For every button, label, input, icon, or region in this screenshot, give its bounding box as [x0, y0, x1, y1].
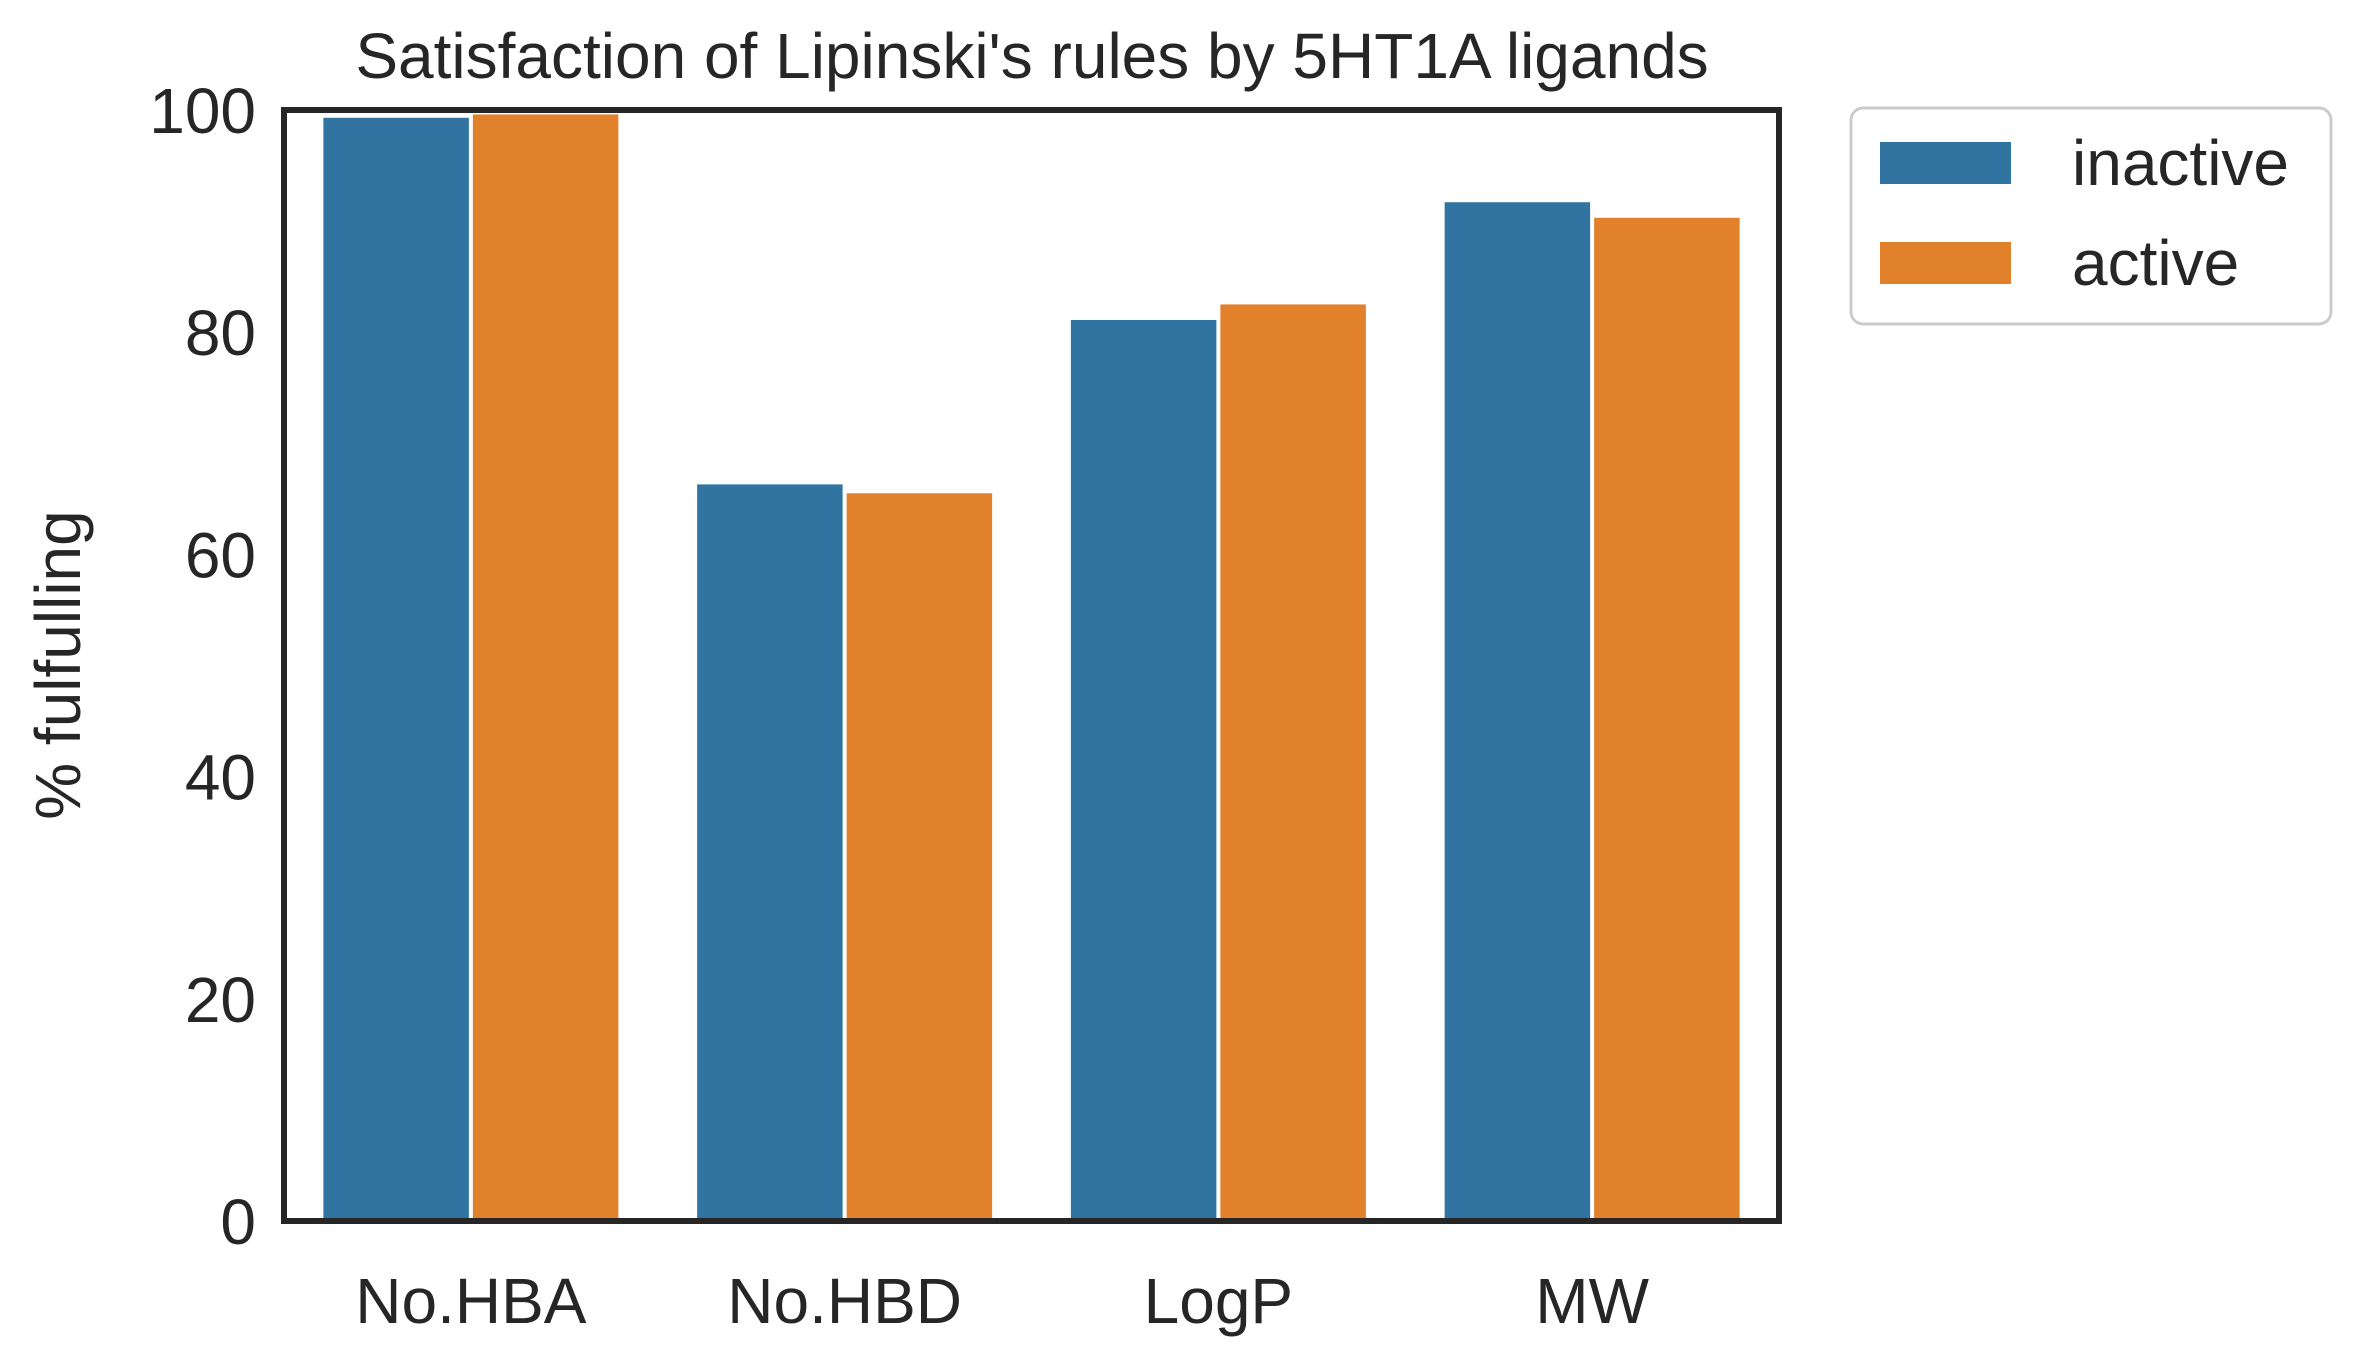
bar-inactive-logp	[1070, 319, 1217, 1221]
bar-inactive-no-hbd	[697, 484, 843, 1222]
ticks-layer: 0 20 40 60 80 100 No.HBA No.HBD LogP MW	[149, 75, 1649, 1337]
x-tick-label: No.HBA	[355, 1265, 587, 1337]
legend-label-inactive: inactive	[2072, 127, 2289, 199]
legend-swatch-inactive	[1880, 142, 2011, 184]
x-tick-label: MW	[1535, 1265, 1649, 1337]
x-tick-label: LogP	[1144, 1265, 1293, 1337]
legend-swatch-active	[1880, 242, 2011, 284]
y-tick-label: 40	[185, 742, 256, 814]
bar-inactive-mw	[1444, 202, 1591, 1221]
y-tick-label: 0	[220, 1186, 256, 1258]
bar-active-no-hba	[472, 114, 619, 1222]
x-tick-label: No.HBD	[727, 1265, 962, 1337]
legend-label-active: active	[2072, 227, 2239, 299]
bar-inactive-no-hba	[323, 117, 469, 1222]
y-tick-label: 20	[185, 964, 256, 1036]
legend: inactive active	[1849, 106, 2333, 326]
y-tick-label: 80	[185, 297, 256, 369]
y-tick-label: 60	[185, 519, 256, 591]
chart-title: Satisfaction of Lipinski's rules by 5HT1…	[355, 20, 1708, 92]
bar-active-mw	[1594, 217, 1740, 1222]
plot-frame	[281, 107, 1782, 1224]
bars-layer	[323, 114, 1740, 1222]
bar-active-logp	[1220, 304, 1366, 1221]
y-axis-label: % fulfulling	[22, 510, 94, 820]
y-tick-label: 100	[149, 75, 256, 147]
bar-active-no-hbd	[846, 493, 993, 1221]
